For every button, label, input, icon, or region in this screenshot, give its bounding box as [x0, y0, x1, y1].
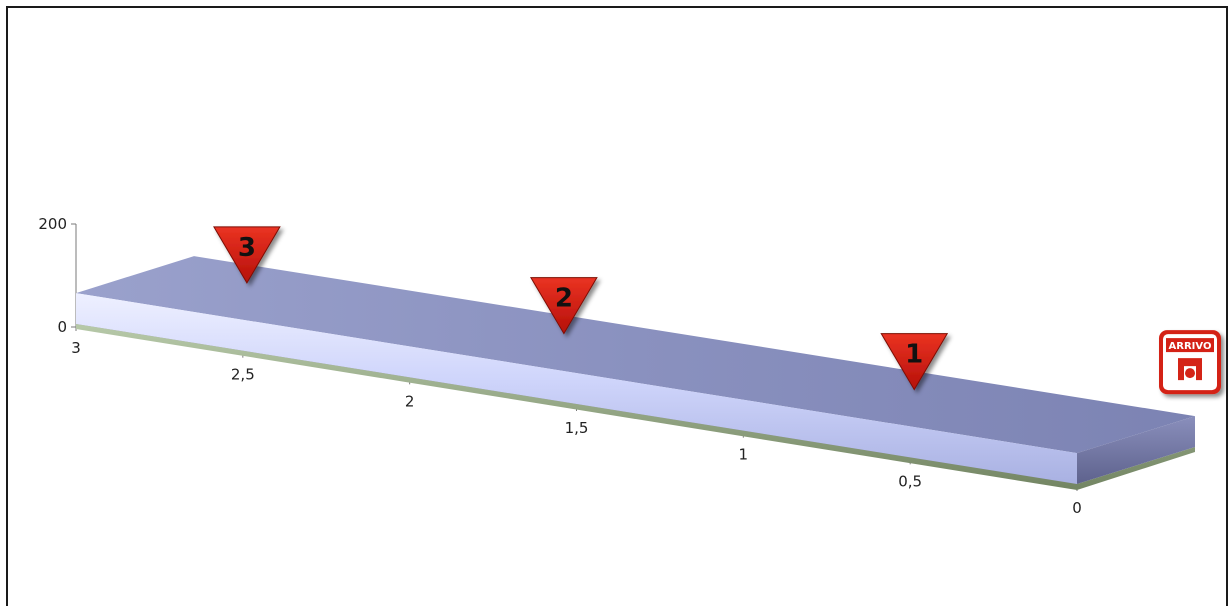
x-tick-label: 3: [71, 339, 81, 357]
profile-front-face: [76, 293, 1077, 484]
checkpoint-triangle: [213, 226, 281, 284]
x-tick-label: 1: [739, 446, 749, 464]
checkpoint-triangle: [530, 277, 598, 335]
x-tick-label: 2,5: [231, 366, 255, 384]
checkpoint-marker: [213, 226, 281, 284]
checkpoint-marker: [880, 333, 949, 391]
profile-side-face: [1077, 416, 1195, 484]
x-tick-label: 0,5: [898, 472, 922, 490]
profile-body: [76, 256, 1195, 490]
x-tick-label: 0: [1072, 499, 1082, 517]
markers: 3 2 1 ARRIVO: [213, 226, 1221, 395]
finish-label: ARRIVO: [1169, 341, 1212, 352]
checkpoint-number: 2: [555, 284, 573, 314]
finish-badge-band: [1166, 338, 1214, 353]
checkpoint-number: 1: [905, 340, 923, 370]
profile-top-face: [76, 256, 1195, 454]
checkpoint-number: 3: [238, 233, 256, 263]
checkpoint-triangle: [880, 333, 949, 391]
finish-gate-icon: [1178, 358, 1202, 381]
x-tick-label: 2: [405, 392, 415, 410]
y-tick-label: 200: [38, 215, 67, 233]
checkpoint-marker: [530, 277, 598, 335]
x-tick-label: 1,5: [565, 419, 589, 437]
finish-dot-icon: [1185, 368, 1195, 379]
y-tick-label: 0: [57, 318, 67, 336]
